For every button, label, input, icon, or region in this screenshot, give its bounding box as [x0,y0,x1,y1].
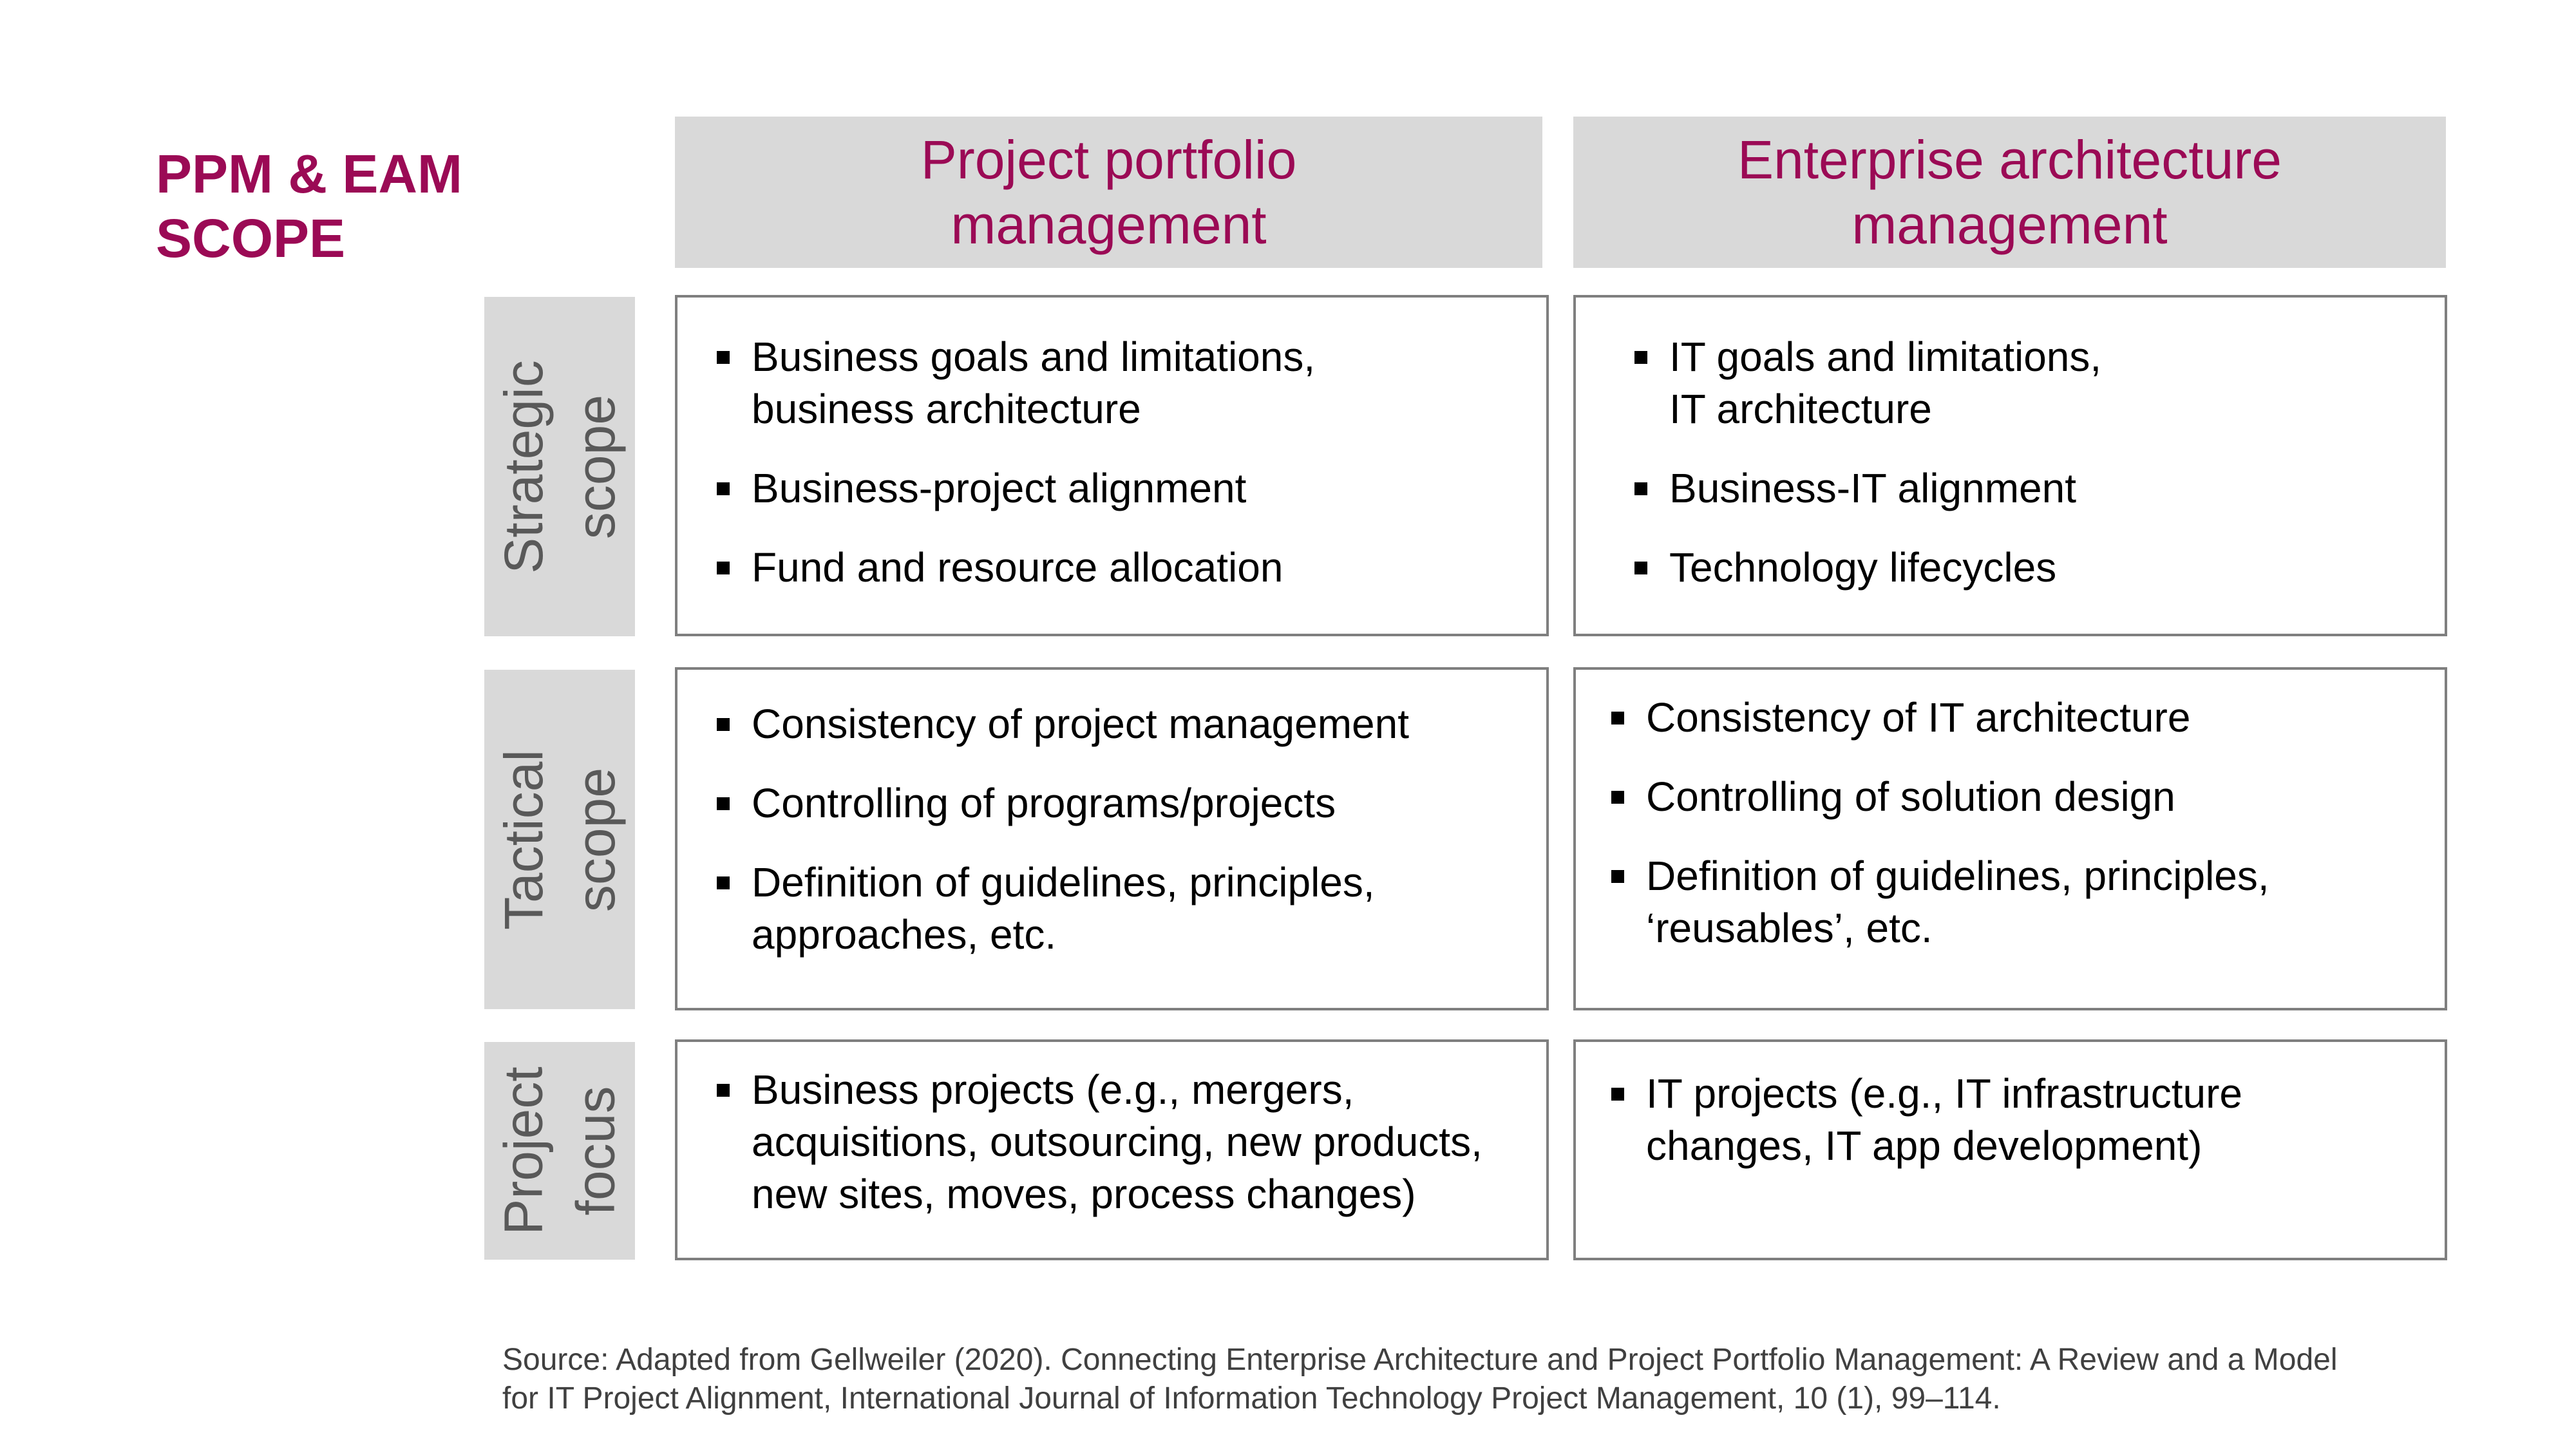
list-item: IT goals and limitations, IT architectur… [1633,331,2101,435]
list-item: Consistency of IT architecture [1610,692,2269,744]
row-label-project: Project focus [484,1042,635,1260]
list-item: Technology lifecycles [1633,542,2101,594]
page-title: PPM & EAM SCOPE [156,142,491,270]
cell-project-eam: IT projects (e.g., IT infrastructure cha… [1573,1039,2447,1260]
list-item: Business goals and limitations, business… [715,331,1315,435]
list-item: Fund and resource allocation [715,542,1315,594]
column-header-ppm-line2: management [951,194,1267,255]
row-label-tactical-line2: scope [565,767,627,912]
column-header-eam: Enterprise architecture management [1573,117,2446,268]
list-item: Business-project alignment [715,462,1315,515]
column-header-eam-line2: management [1852,194,2168,255]
cell-project-ppm: Business projects (e.g., mergers, acquis… [675,1039,1549,1260]
list-item: Controlling of solution design [1610,771,2269,823]
column-header-ppm-line1: Project portfolio [920,129,1297,190]
row-label-project-line1: Project [493,1066,554,1235]
cell-strategic-eam: IT goals and limitations, IT architectur… [1573,295,2447,636]
source-line2: for IT Project Alignment, International … [502,1381,2001,1416]
cell-strategic-ppm: Business goals and limitations, business… [675,295,1549,636]
list-item: Consistency of project management [715,698,1409,750]
list-item: IT projects (e.g., IT infrastructure cha… [1610,1068,2242,1172]
list-item: Definition of guidelines, principles, ap… [715,857,1409,961]
page-title-line1: PPM & EAM [156,144,463,204]
row-label-strategic-line2: scope [565,394,626,539]
row-label-strategic: Strategic scope [484,297,635,636]
cell-tactical-ppm: Consistency of project management Contro… [675,667,1549,1010]
column-header-ppm: Project portfolio management [675,117,1542,268]
row-label-tactical: Tactical scope [484,670,635,1009]
list-item: Definition of guidelines, principles, ‘r… [1610,850,2269,954]
source-citation: Source: Adapted from Gellweiler (2020). … [502,1341,2467,1418]
page-title-line2: SCOPE [156,208,346,269]
cell-tactical-eam: Consistency of IT architecture Controlli… [1573,667,2447,1010]
source-line1: Source: Adapted from Gellweiler (2020). … [502,1343,2338,1377]
list-item: Business projects (e.g., mergers, acquis… [715,1064,1482,1220]
list-item: Business-IT alignment [1633,462,2101,515]
row-label-project-line2: focus [565,1086,626,1216]
column-header-eam-line1: Enterprise architecture [1737,129,2282,190]
list-item: Controlling of programs/projects [715,777,1409,829]
row-label-strategic-line1: Strategic [493,359,554,574]
row-label-tactical-line1: Tactical [493,749,554,930]
